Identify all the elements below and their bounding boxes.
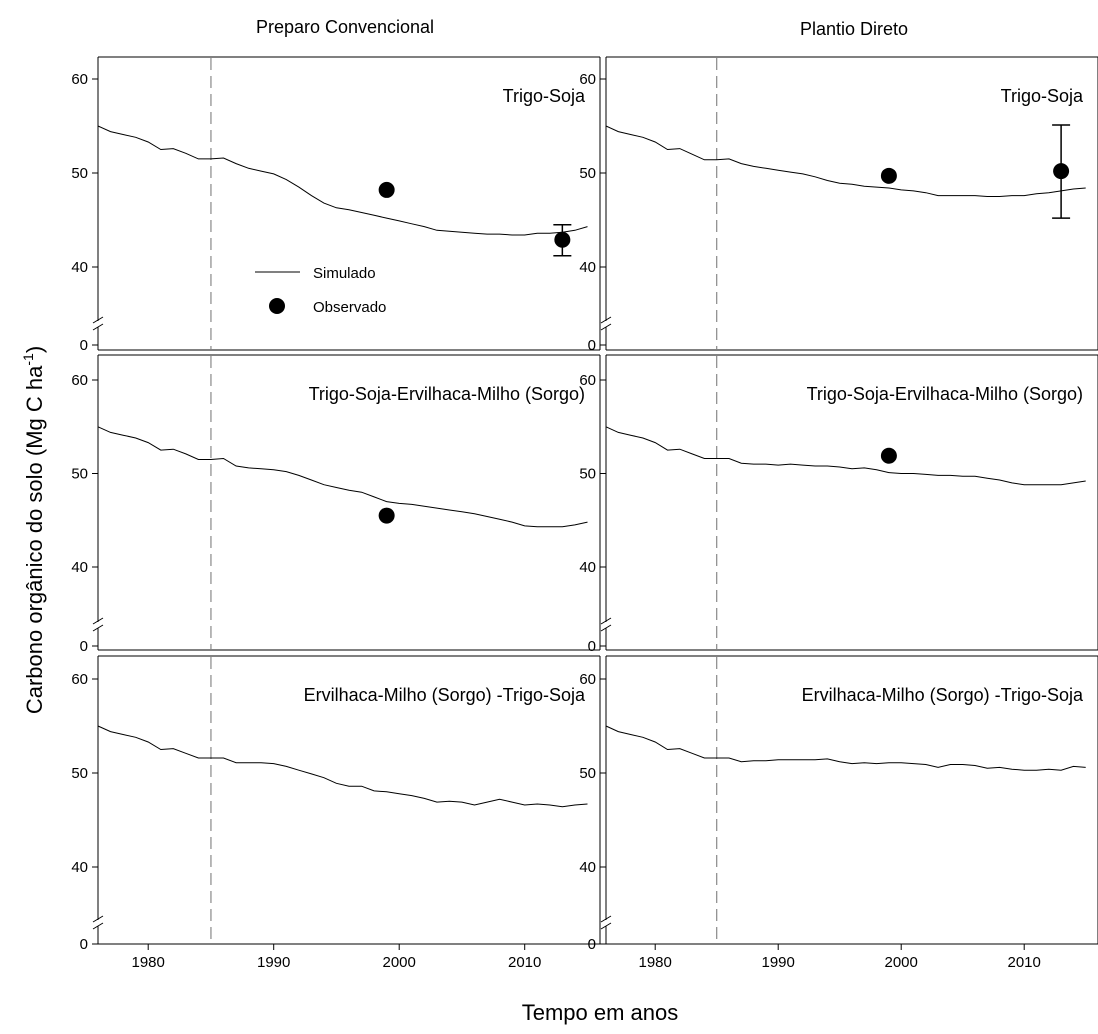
y-tick-label: 60 bbox=[579, 71, 596, 88]
y-axis-title-main: Carbono orgânico do solo (Mg C ha bbox=[22, 365, 47, 714]
panel-title: Ervilhaca-Milho (Sorgo) -Trigo-Soja bbox=[802, 685, 1084, 705]
x-tick-label: 2010 bbox=[1008, 954, 1041, 971]
x-tick-label: 2010 bbox=[508, 954, 541, 971]
axis-break-mark bbox=[600, 922, 612, 930]
y-tick-label: 60 bbox=[71, 671, 88, 688]
panel-title: Ervilhaca-Milho (Sorgo) -Trigo-Soja bbox=[304, 685, 586, 705]
panel-4: 40 50 60 0 Trigo-Soja-Ervilhaca-Milho (Sorgo… bbox=[579, 354, 1098, 655]
x-tick-label: 1980 bbox=[132, 954, 165, 971]
y-tick-label: 0 bbox=[80, 638, 88, 655]
observado-point bbox=[378, 507, 395, 524]
x-tick-label: 1990 bbox=[257, 954, 290, 971]
axis-break-mark bbox=[92, 624, 104, 632]
simulado-line bbox=[97, 725, 588, 808]
panel-3: 40 50 60 0 Trigo-Soja-Ervilhaca-Milho (Sorgo… bbox=[71, 354, 601, 655]
axis-break-mark bbox=[600, 323, 612, 331]
y-tick-label: 0 bbox=[80, 936, 88, 953]
simulado-line bbox=[605, 725, 1086, 771]
y-tick-label: 50 bbox=[579, 165, 596, 182]
y-tick-label: 0 bbox=[588, 337, 596, 354]
legend-observado-swatch bbox=[269, 298, 285, 314]
x-tick-label: 1990 bbox=[762, 954, 795, 971]
axis-break-mark bbox=[600, 617, 612, 625]
y-tick-label: 40 bbox=[71, 259, 88, 276]
observado-point bbox=[880, 167, 897, 184]
y-tick-label: 40 bbox=[579, 559, 596, 576]
y-axis-title: Carbono orgânico do solo (Mg C ha-1) bbox=[20, 346, 47, 714]
panel-title: Trigo-Soja bbox=[503, 86, 586, 106]
y-tick-label: 60 bbox=[579, 372, 596, 389]
y-tick-label: 50 bbox=[579, 466, 596, 483]
panel-5: 40 50 60 0 1980 1990 2000 2010 Ervilhaca-Milho (… bbox=[71, 655, 601, 971]
y-tick-label: 50 bbox=[71, 765, 88, 782]
observado-point bbox=[1053, 163, 1070, 180]
simulado-line bbox=[605, 426, 1086, 486]
y-axis-title-close: ) bbox=[22, 346, 47, 353]
panel-title: Trigo-Soja-Ervilhaca-Milho (Sorgo) bbox=[807, 384, 1083, 404]
y-tick-label: 50 bbox=[71, 165, 88, 182]
axis-break-mark bbox=[92, 915, 104, 923]
y-tick-label: 0 bbox=[80, 337, 88, 354]
panel-1: 40 50 60 0 Trigo-Soja bbox=[71, 56, 601, 354]
x-tick-label: 1980 bbox=[639, 954, 672, 971]
axis-break-mark bbox=[92, 617, 104, 625]
y-tick-label: 60 bbox=[579, 671, 596, 688]
column-title-preparo-convencional: Preparo Convencional bbox=[256, 17, 434, 37]
simulado-line bbox=[97, 426, 588, 528]
y-tick-label: 50 bbox=[71, 466, 88, 483]
observado-point bbox=[554, 231, 571, 248]
legend-observado-label: Observado bbox=[313, 299, 386, 316]
y-tick-label: 0 bbox=[588, 638, 596, 655]
y-tick-label: 40 bbox=[579, 259, 596, 276]
panel-grid: 40 50 60 0 Trigo-Soja 40 50 60 0 Trigo-Soja 40 50 60… bbox=[71, 56, 1098, 971]
simulado-line bbox=[97, 125, 588, 236]
legend-simulado-label: Simulado bbox=[313, 265, 376, 282]
y-tick-label: 0 bbox=[588, 936, 596, 953]
panel-6: 40 50 60 0 1980 1990 2000 2010 Ervilhaca-Milho (… bbox=[579, 655, 1098, 971]
y-tick-label: 60 bbox=[71, 372, 88, 389]
axis-break-mark bbox=[600, 915, 612, 923]
panel-title: Trigo-Soja bbox=[1001, 86, 1084, 106]
observado-point bbox=[378, 181, 395, 198]
axis-break-mark bbox=[92, 323, 104, 331]
y-axis-title-superscript: -1 bbox=[20, 353, 36, 366]
x-axis-title: Tempo em anos bbox=[522, 1000, 679, 1025]
x-tick-label: 2000 bbox=[885, 954, 918, 971]
y-tick-label: 50 bbox=[579, 765, 596, 782]
y-tick-label: 40 bbox=[71, 559, 88, 576]
y-tick-label: 40 bbox=[579, 859, 596, 876]
y-tick-label: 40 bbox=[71, 859, 88, 876]
panel-title: Trigo-Soja-Ervilhaca-Milho (Sorgo) bbox=[309, 384, 585, 404]
axis-break-mark bbox=[92, 922, 104, 930]
x-tick-label: 2000 bbox=[383, 954, 416, 971]
observado-point bbox=[880, 447, 897, 464]
y-tick-label: 60 bbox=[71, 71, 88, 88]
column-title-plantio-direto: Plantio Direto bbox=[800, 19, 908, 39]
axis-break-mark bbox=[92, 316, 104, 324]
panel-2: 40 50 60 0 Trigo-Soja bbox=[579, 56, 1098, 354]
legend: Simulado Observado bbox=[255, 265, 386, 316]
axis-break-mark bbox=[600, 624, 612, 632]
simulado-line bbox=[605, 125, 1086, 197]
axis-break-mark bbox=[600, 316, 612, 324]
